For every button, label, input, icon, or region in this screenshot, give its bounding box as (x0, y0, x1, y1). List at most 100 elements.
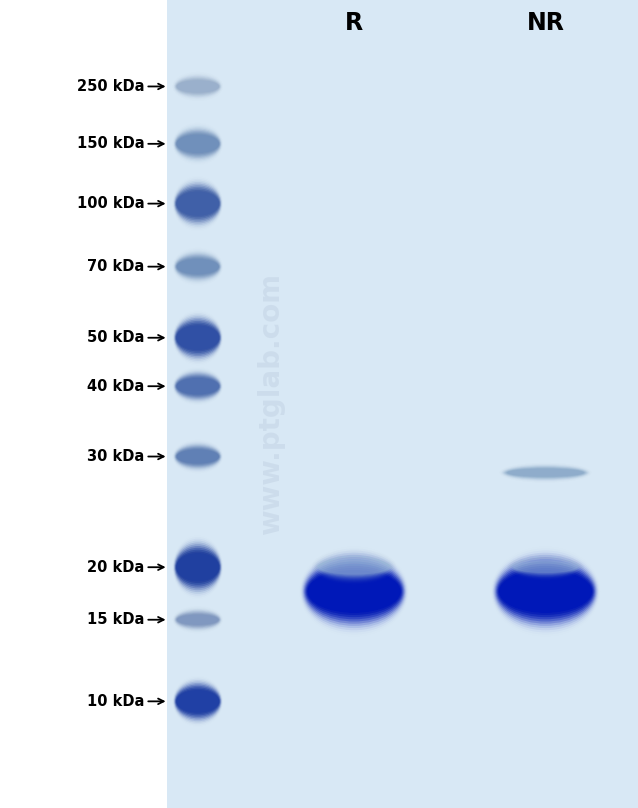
Ellipse shape (175, 130, 221, 158)
Ellipse shape (174, 442, 222, 471)
Ellipse shape (502, 465, 589, 480)
Ellipse shape (512, 560, 579, 574)
Text: 20 kDa: 20 kDa (87, 560, 144, 574)
Ellipse shape (176, 190, 219, 217)
Ellipse shape (176, 324, 219, 351)
Ellipse shape (511, 558, 580, 577)
Text: 30 kDa: 30 kDa (87, 449, 144, 464)
Ellipse shape (177, 378, 219, 394)
Ellipse shape (507, 469, 584, 477)
Ellipse shape (177, 326, 219, 350)
Ellipse shape (175, 254, 221, 280)
Ellipse shape (175, 684, 221, 718)
Ellipse shape (175, 131, 220, 157)
Ellipse shape (309, 574, 399, 608)
Ellipse shape (175, 187, 220, 221)
Ellipse shape (177, 555, 218, 579)
Ellipse shape (500, 572, 591, 611)
Ellipse shape (501, 574, 590, 608)
Ellipse shape (175, 319, 221, 356)
Ellipse shape (175, 77, 221, 96)
Ellipse shape (175, 188, 220, 219)
Ellipse shape (174, 126, 222, 162)
Ellipse shape (174, 250, 222, 283)
Ellipse shape (175, 78, 220, 95)
Ellipse shape (177, 692, 218, 711)
Ellipse shape (315, 554, 393, 580)
Ellipse shape (176, 257, 219, 276)
Text: NR: NR (526, 11, 565, 35)
Ellipse shape (495, 559, 596, 624)
Ellipse shape (174, 542, 221, 592)
Ellipse shape (177, 135, 219, 154)
Ellipse shape (175, 686, 220, 717)
Ellipse shape (177, 80, 219, 93)
Ellipse shape (175, 612, 220, 627)
Ellipse shape (175, 321, 220, 355)
Ellipse shape (496, 562, 595, 621)
Ellipse shape (177, 614, 219, 625)
Ellipse shape (175, 549, 220, 585)
Ellipse shape (174, 444, 221, 469)
Ellipse shape (174, 182, 221, 225)
Ellipse shape (175, 446, 220, 467)
Ellipse shape (174, 314, 222, 361)
Ellipse shape (175, 373, 221, 399)
Ellipse shape (175, 185, 221, 222)
Ellipse shape (176, 613, 219, 626)
Ellipse shape (177, 690, 219, 713)
Ellipse shape (316, 556, 392, 579)
Ellipse shape (318, 559, 390, 575)
Text: 50 kDa: 50 kDa (87, 330, 144, 345)
Ellipse shape (176, 448, 219, 465)
Ellipse shape (176, 377, 219, 396)
Ellipse shape (306, 566, 402, 617)
Ellipse shape (305, 562, 404, 621)
Ellipse shape (176, 552, 219, 583)
Ellipse shape (174, 681, 221, 722)
Ellipse shape (174, 183, 221, 224)
Ellipse shape (177, 449, 219, 464)
Text: R: R (345, 11, 363, 35)
Ellipse shape (494, 555, 597, 628)
Ellipse shape (318, 558, 390, 576)
Text: 100 kDa: 100 kDa (77, 196, 144, 211)
Ellipse shape (176, 688, 219, 714)
Ellipse shape (315, 553, 394, 581)
Ellipse shape (174, 372, 221, 401)
Ellipse shape (174, 444, 221, 469)
Ellipse shape (174, 541, 222, 594)
Ellipse shape (174, 610, 221, 629)
Text: www.ptglab.com: www.ptglab.com (256, 273, 285, 535)
Bar (167, 0, 638, 808)
Ellipse shape (174, 75, 221, 98)
Ellipse shape (505, 467, 586, 478)
Text: 150 kDa: 150 kDa (77, 137, 144, 151)
Ellipse shape (174, 128, 221, 160)
Ellipse shape (177, 136, 218, 152)
Ellipse shape (513, 561, 578, 574)
Ellipse shape (175, 445, 221, 468)
Ellipse shape (319, 560, 389, 574)
Ellipse shape (174, 316, 221, 360)
Ellipse shape (177, 379, 218, 393)
Ellipse shape (177, 450, 218, 463)
Ellipse shape (498, 568, 593, 615)
Ellipse shape (175, 611, 221, 629)
Text: 40 kDa: 40 kDa (87, 379, 144, 393)
Ellipse shape (175, 376, 220, 397)
Ellipse shape (175, 78, 220, 95)
Ellipse shape (175, 546, 221, 588)
Ellipse shape (493, 553, 598, 630)
Ellipse shape (174, 683, 221, 720)
Ellipse shape (304, 559, 404, 624)
Ellipse shape (175, 375, 220, 398)
Ellipse shape (507, 468, 584, 478)
Ellipse shape (177, 191, 219, 216)
Ellipse shape (510, 558, 581, 577)
Ellipse shape (309, 572, 399, 611)
Ellipse shape (175, 322, 220, 353)
Ellipse shape (174, 372, 221, 400)
Ellipse shape (177, 259, 218, 274)
Ellipse shape (177, 81, 218, 92)
